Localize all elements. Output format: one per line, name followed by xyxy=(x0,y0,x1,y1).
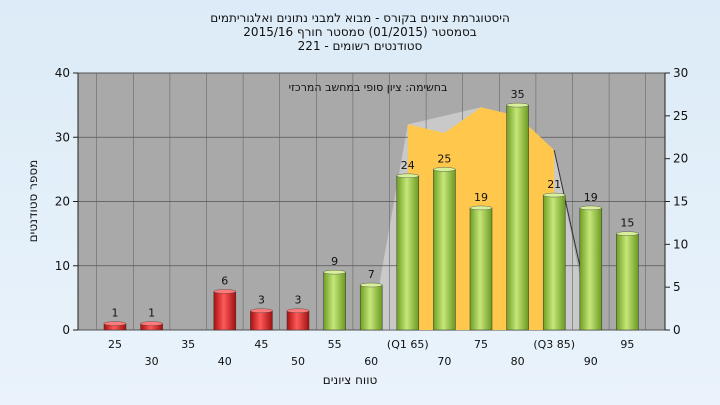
bar-value-label: 25 xyxy=(437,152,451,165)
bar xyxy=(396,175,420,331)
chart-title-line-1: היסטוגרמת ציונים בקורס - מבוא למבני נתונ… xyxy=(210,11,510,25)
bar-value-label: 19 xyxy=(584,191,598,204)
bar-top xyxy=(469,205,493,211)
bar-value-label: 35 xyxy=(511,88,525,101)
x-tick-label: 35 xyxy=(181,338,195,351)
bar-top xyxy=(543,192,566,198)
x-tick-label: (Q1 65) xyxy=(387,338,429,351)
bar-top xyxy=(616,231,639,236)
x-tick-label: 95 xyxy=(620,338,634,351)
x-tick-label: 80 xyxy=(511,355,525,368)
bar xyxy=(359,284,383,331)
y-tick-label: 40 xyxy=(55,66,70,80)
bar xyxy=(542,194,566,331)
bar-top xyxy=(323,269,346,275)
bar-value-label: 19 xyxy=(474,191,488,204)
x-tick-label: 50 xyxy=(291,355,305,368)
x-axis-ticks: 25 30 35 40 45 50 55 60 (Q1 65) 70 75 80 (Q3 85) 90 95 xyxy=(108,338,634,368)
bar-value-label: 7 xyxy=(368,268,375,281)
bar xyxy=(469,207,493,331)
bar xyxy=(286,310,310,331)
y2-tick-label: 15 xyxy=(673,195,688,209)
y-axis-left: 0 10 20 30 40 xyxy=(55,66,79,337)
bar-top xyxy=(360,282,383,288)
x-tick-label: 75 xyxy=(474,338,488,351)
y-tick-label: 30 xyxy=(55,130,70,144)
chart-title-line-3: סטודנטים רשומים - 221 xyxy=(298,39,423,53)
y2-tick-label: 5 xyxy=(673,280,681,294)
y2-tick-label: 0 xyxy=(673,323,681,337)
x-tick-label: 60 xyxy=(364,355,378,368)
bar-value-label: 9 xyxy=(331,255,338,268)
bar-top xyxy=(103,321,127,326)
bars xyxy=(103,102,639,331)
bar-value-label: 1 xyxy=(148,307,155,320)
bar-value-label: 21 xyxy=(547,178,561,191)
bar-top xyxy=(140,321,163,326)
x-tick-label: 30 xyxy=(145,355,159,368)
y2-tick-label: 30 xyxy=(673,66,688,80)
bar-top xyxy=(396,173,419,179)
bar xyxy=(579,207,603,331)
chart-annotation: בחשימה: ציון סופי במחשב המרכזי xyxy=(289,81,448,94)
bar-top xyxy=(506,102,529,108)
y-tick-label: 20 xyxy=(55,195,70,209)
bar-value-label: 1 xyxy=(112,307,119,320)
bar-value-label: 15 xyxy=(620,217,634,230)
bar xyxy=(616,233,639,331)
chart-title-line-2: בסמסטר (01/2015) סמסטר חורף 2015/16 xyxy=(243,25,476,39)
overlay-line xyxy=(553,149,581,266)
x-tick-label: 90 xyxy=(584,355,598,368)
x-tick-label: 45 xyxy=(254,338,268,351)
x-tick-label: 40 xyxy=(218,355,232,368)
y2-tick-label: 20 xyxy=(673,152,688,166)
bar-top xyxy=(213,289,237,294)
bar-top xyxy=(433,167,456,172)
bar-top xyxy=(579,205,602,211)
bar-top xyxy=(250,308,273,313)
x-axis-label: טווח ציונים xyxy=(323,373,378,387)
bar xyxy=(323,271,346,331)
bar-value-label: 3 xyxy=(258,294,265,307)
bar-top xyxy=(286,308,310,313)
x-tick-label: 25 xyxy=(108,338,122,351)
x-tick-label: 55 xyxy=(328,338,342,351)
x-tick-label: (Q3 85) xyxy=(533,338,575,351)
y2-tick-label: 25 xyxy=(673,109,688,123)
x-tick-label: 70 xyxy=(437,355,451,368)
bar xyxy=(506,104,529,331)
y-axis-right: 0 5 10 15 20 25 30 xyxy=(664,66,688,337)
y-tick-label: 10 xyxy=(55,259,70,273)
y-axis-label: מספר סטודנטים xyxy=(26,160,40,243)
bar-value-label: 24 xyxy=(401,159,415,172)
y-tick-label: 0 xyxy=(62,323,70,337)
y2-tick-label: 10 xyxy=(673,237,688,251)
bar-value-label: 3 xyxy=(295,294,302,307)
bar-value-label: 6 xyxy=(221,274,228,287)
bar xyxy=(250,310,273,331)
bar xyxy=(213,291,237,331)
bar xyxy=(433,169,456,331)
value-labels: 1 1 6 3 3 9 7 24 25 19 35 21 19 15 xyxy=(112,88,635,319)
